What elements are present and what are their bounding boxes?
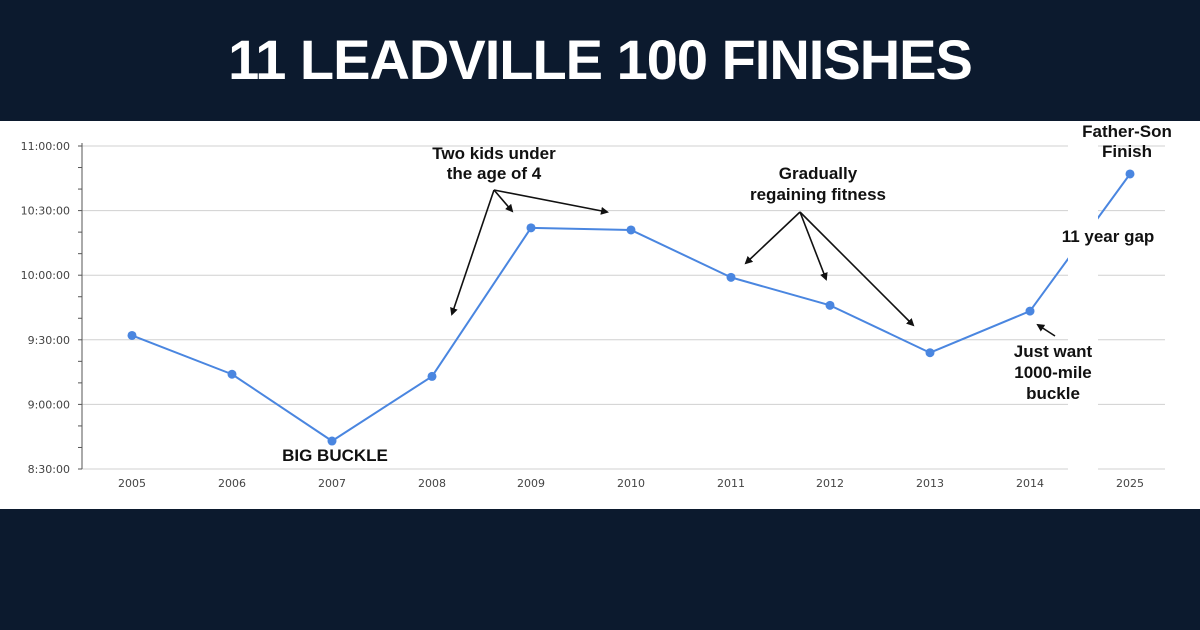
chart-panel: 8:30:00 9:00:00 9:30:00 10:00:00 10:30:00 11:… bbox=[0, 121, 1200, 509]
x-tick-label: 2010 bbox=[617, 477, 645, 490]
x-tick-label: 2009 bbox=[517, 477, 545, 490]
y-tick-label: 9:30:00 bbox=[28, 334, 70, 347]
y-tick-label: 11:00:00 bbox=[21, 140, 70, 153]
annotation-arrow bbox=[799, 211, 828, 281]
annotation-just-want: Just want 1000-mile buckle bbox=[1014, 342, 1093, 403]
data-point bbox=[726, 272, 736, 282]
x-tick-label: 2007 bbox=[318, 477, 346, 490]
y-tick-label: 9:00:00 bbox=[28, 398, 70, 411]
annotation-gradually: Gradually regaining fitness bbox=[750, 164, 886, 204]
axis-break-gap bbox=[1068, 121, 1098, 509]
x-tick-label: 2025 bbox=[1116, 477, 1144, 490]
x-tick-label: 2006 bbox=[218, 477, 246, 490]
annotation-big-buckle: BIG BUCKLE bbox=[282, 446, 388, 465]
annotation-arrow bbox=[744, 211, 801, 265]
data-point bbox=[526, 223, 536, 233]
y-tick-label: 10:00:00 bbox=[21, 269, 70, 282]
annotation-arrow bbox=[799, 211, 915, 327]
data-point bbox=[127, 330, 137, 340]
x-tick-label: 2011 bbox=[717, 477, 745, 490]
annotation-arrow bbox=[1036, 323, 1056, 337]
line-chart: 8:30:00 9:00:00 9:30:00 10:00:00 10:30:00 11:… bbox=[21, 121, 1172, 509]
annotation-arrow bbox=[493, 189, 514, 213]
page-title: 11 LEADVILLE 100 FINISHES bbox=[228, 27, 973, 91]
data-point bbox=[1125, 169, 1135, 179]
x-tick-label: 2008 bbox=[418, 477, 446, 490]
x-tick-label: 2014 bbox=[1016, 477, 1044, 490]
data-point bbox=[327, 436, 337, 446]
series-line bbox=[131, 173, 1131, 443]
annotation-arrow bbox=[493, 189, 609, 215]
annotation-father-son: Father-Son Finish bbox=[1082, 122, 1172, 161]
data-point bbox=[925, 348, 935, 358]
data-point bbox=[626, 225, 636, 235]
data-point bbox=[427, 371, 437, 381]
annotation-gap: 11 year gap bbox=[1062, 227, 1155, 246]
data-point bbox=[227, 369, 237, 379]
data-point bbox=[1025, 306, 1035, 316]
x-tick-label: 2005 bbox=[118, 477, 146, 490]
y-tick-label: 8:30:00 bbox=[28, 463, 70, 476]
title-banner: 11 LEADVILLE 100 FINISHES bbox=[0, 0, 1200, 118]
data-point bbox=[825, 300, 835, 310]
x-tick-label: 2012 bbox=[816, 477, 844, 490]
y-tick-label: 10:30:00 bbox=[21, 205, 70, 218]
annotation-two-kids: Two kids under the age of 4 bbox=[432, 144, 556, 183]
x-tick-label: 2013 bbox=[916, 477, 944, 490]
annotation-arrow bbox=[450, 189, 495, 316]
